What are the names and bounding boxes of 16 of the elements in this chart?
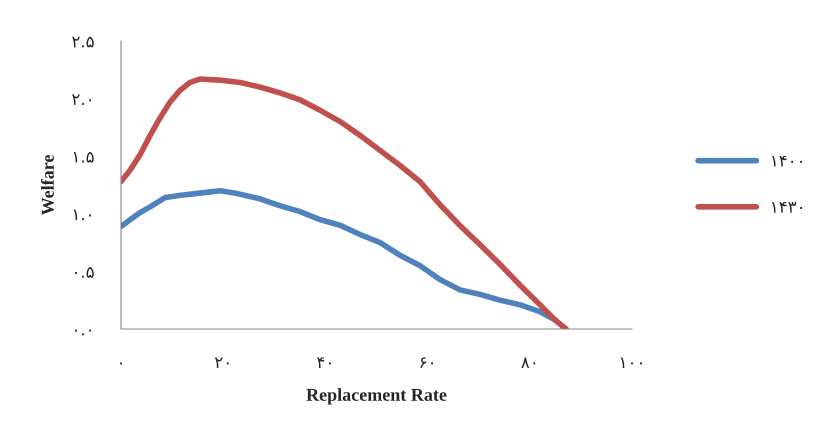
y-tick-label: ۱.۰ xyxy=(74,210,92,220)
x-tick-label: ۶۰ xyxy=(420,357,433,368)
y-tick-label: ۱.۵ xyxy=(74,152,94,163)
x-tick-label: ۰ xyxy=(120,362,122,364)
x-tick-label: ۱۰۰ xyxy=(620,357,642,368)
x-tick-label: ۲۰ xyxy=(214,357,229,368)
legend-label: ۱۴۳۰ xyxy=(772,202,802,213)
x-axis-title: Replacement Rate xyxy=(306,388,446,405)
x-tick-label: ۸۰ xyxy=(521,357,536,368)
legend-label: ۱۴۰۰ xyxy=(772,156,802,167)
y-tick-label: ۲.۰ xyxy=(72,94,92,105)
x-tick-label: ۴۰ xyxy=(317,357,331,368)
y-tick-label: ۰.۵ xyxy=(74,267,94,278)
y-axis-title: Welfare xyxy=(40,155,54,216)
y-tick-label: ۰.۰ xyxy=(74,330,92,336)
y-tick-label: ۲.۵ xyxy=(72,36,94,48)
